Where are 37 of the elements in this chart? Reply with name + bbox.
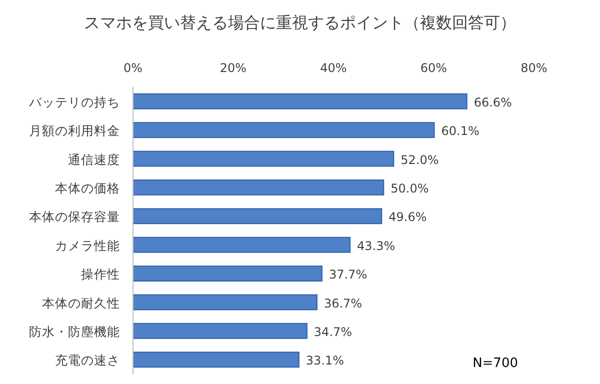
- bar: [132, 93, 468, 110]
- data-label: 33.1%: [306, 354, 344, 368]
- bar: [132, 322, 308, 339]
- bar: [132, 266, 322, 282]
- data-label: 52.0%: [400, 152, 439, 167]
- data-label: 37.7%: [328, 268, 368, 282]
- y-tick-label: 操作性: [81, 266, 120, 282]
- chart-title: スマホを買い替える場合に重視するポイント（複数回答可）: [84, 13, 516, 32]
- x-tick-label: 20%: [220, 61, 247, 75]
- data-label: 66.6%: [474, 95, 512, 110]
- bar: [132, 150, 394, 167]
- x-tick-label: 80%: [520, 61, 548, 75]
- x-tick-label: 60%: [420, 61, 448, 75]
- data-label: 43.3%: [357, 238, 396, 253]
- annotation: N=700: [472, 356, 518, 371]
- y-tick-label: 月額の利用料金: [29, 123, 120, 138]
- y-tick-label: カメラ性能: [55, 238, 120, 253]
- bar: [132, 294, 318, 310]
- y-tick-label: 本体の保存容量: [29, 209, 120, 224]
- bar: [132, 352, 300, 368]
- data-label: 36.7%: [324, 296, 362, 310]
- y-tick-label: バッテリの持ち: [28, 94, 120, 110]
- bar: [132, 179, 384, 196]
- y-tick-label: 防水・防塵機能: [29, 324, 120, 339]
- y-tick-label: 本体の耐久性: [42, 295, 120, 310]
- data-label: 60.1%: [441, 124, 480, 138]
- y-tick-label: 本体の価格: [55, 180, 120, 196]
- data-label: 50.0%: [390, 181, 429, 196]
- x-tick-label: 0%: [123, 61, 143, 75]
- bar: [132, 236, 351, 253]
- x-tick-label: 40%: [320, 61, 347, 75]
- y-tick-label: 充電の速さ: [55, 352, 120, 368]
- bar: [132, 122, 435, 138]
- data-label: 34.7%: [314, 324, 352, 339]
- data-label: 49.6%: [388, 210, 427, 224]
- bar: [132, 208, 382, 224]
- y-tick-label: 通信速度: [68, 152, 120, 167]
